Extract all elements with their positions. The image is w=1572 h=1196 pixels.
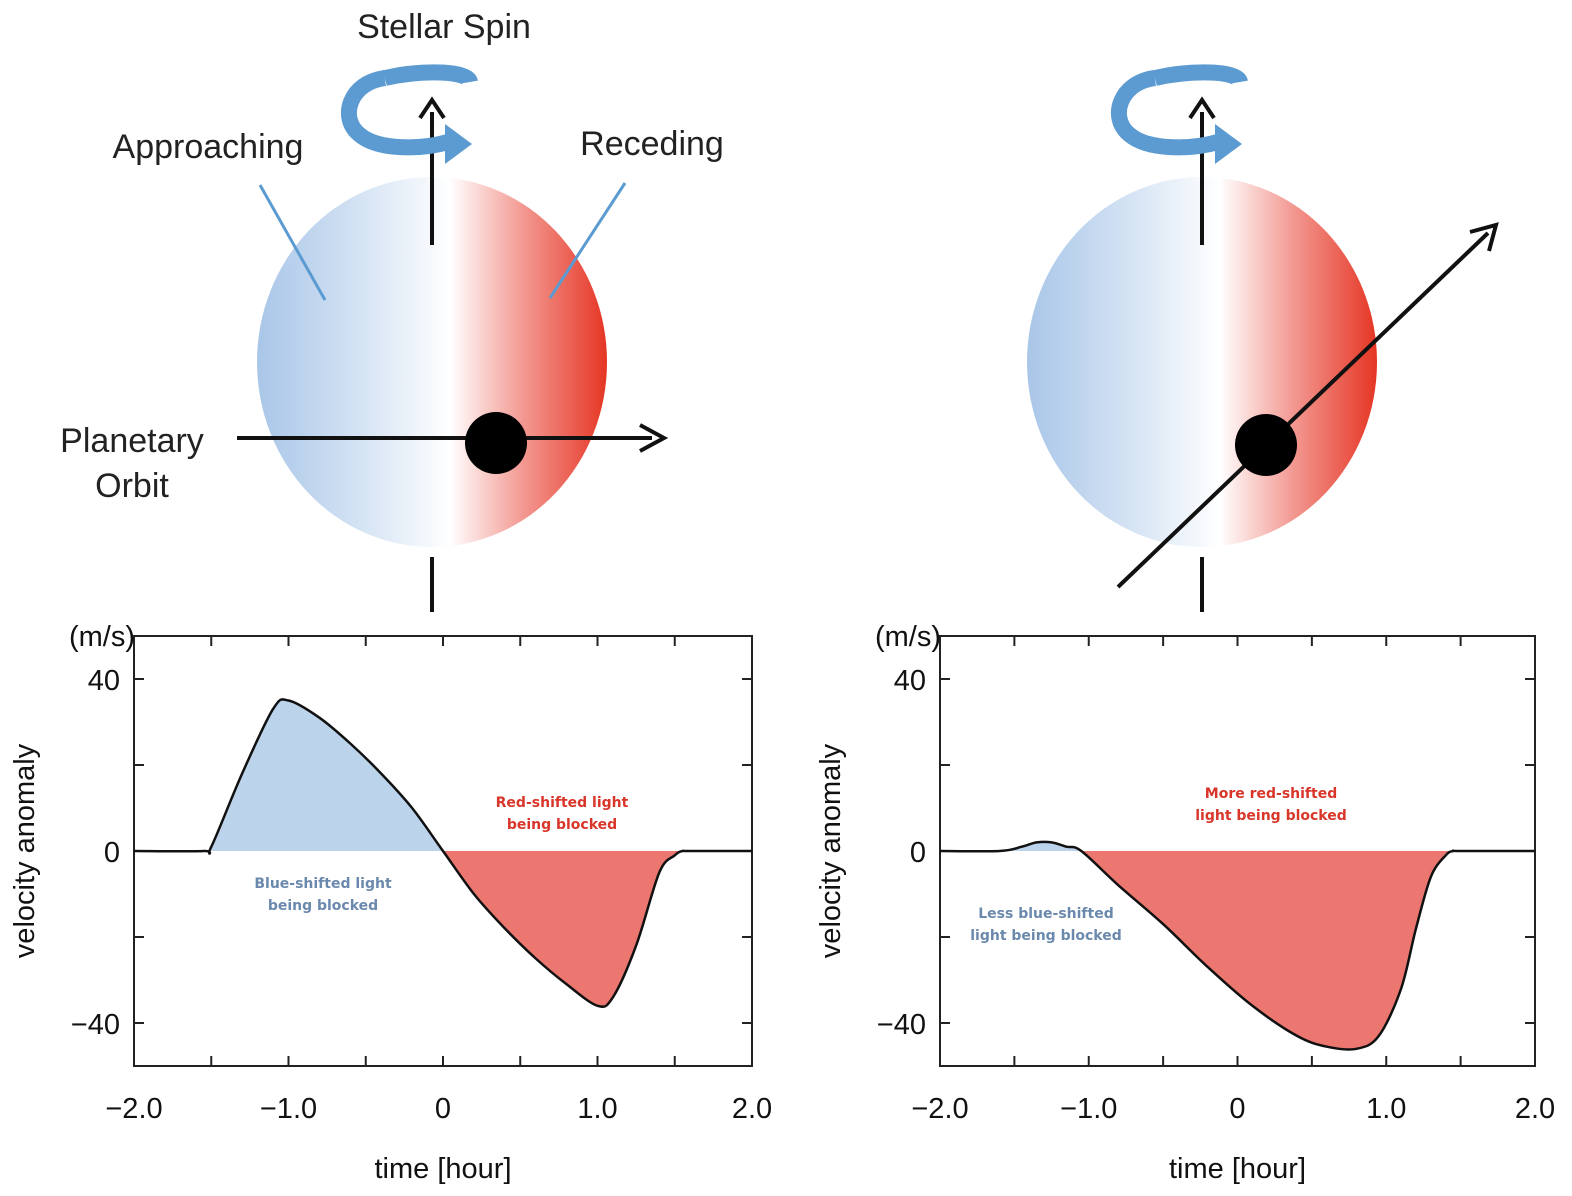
receding-half-left (450, 177, 607, 547)
blue-note-line1: Less blue-shifted (978, 906, 1113, 922)
receding-pointer (548, 182, 627, 299)
orbit-arrowhead-right (1469, 222, 1499, 252)
spin-axis-arrowhead-left (418, 96, 446, 120)
red-shift-area (940, 851, 1535, 1050)
unit-label: (m/s) (69, 621, 135, 653)
blue-shift-area (134, 699, 752, 851)
x-tick-label: 2.0 (1515, 1093, 1555, 1125)
unit-label: (m/s) (875, 621, 941, 653)
planet-right (1235, 414, 1297, 476)
y-tick-label: −40 (71, 1009, 120, 1041)
planet-left (465, 412, 527, 474)
receding-label: Receding (580, 125, 724, 163)
y-tick-label: 40 (88, 665, 120, 697)
approaching-pointer (258, 184, 327, 301)
chart-left: −2.0 −1.0 0 1.0 2.0 40 0 −40 (m/s) velocity anoma… (9, 621, 772, 1185)
x-tick-label: −2.0 (105, 1093, 162, 1125)
x-tick-label: −1.0 (260, 1093, 317, 1125)
orbit-label: Orbit (95, 467, 169, 505)
approaching-half-left (257, 177, 450, 547)
spin-axis-arrowhead-right (1188, 96, 1216, 120)
x-tick-label: −1.0 (1060, 1093, 1117, 1125)
x-tick-label: 2.0 (732, 1093, 772, 1125)
planetary-orbit-right (1116, 231, 1490, 589)
red-note-line1: More red-shifted (1205, 786, 1337, 802)
approaching-label: Approaching (113, 128, 304, 166)
blue-shift-area (940, 841, 1535, 851)
red-note-line2: being blocked (507, 817, 617, 833)
spin-arrow-icon-right (1110, 64, 1248, 164)
blue-note-line1: Blue-shifted light (254, 876, 392, 892)
x-tick-label: 1.0 (1366, 1093, 1406, 1125)
receding-half-right (1220, 177, 1377, 547)
spin-arrow-icon-left (340, 64, 478, 164)
red-note-line2: light being blocked (1195, 808, 1347, 824)
red-note-line1: Red-shifted light (496, 795, 629, 811)
x-tick-label: 1.0 (577, 1093, 617, 1125)
y-tick-label: 40 (894, 665, 926, 697)
red-shift-area (134, 851, 752, 1007)
velocity-curve (133, 698, 753, 1008)
approaching-half-right (1027, 177, 1220, 547)
x-tick-label: 0 (435, 1093, 451, 1125)
blue-note-line2: being blocked (268, 898, 378, 914)
stellar-spin-label: Stellar Spin (357, 8, 531, 46)
x-axis-label: time [hour] (375, 1153, 512, 1185)
chart-right: −2.0 −1.0 0 1.0 2.0 40 0 −40 (m/s) velocity anoma… (815, 621, 1555, 1185)
velocity-curve (939, 840, 1536, 1051)
planetary-label: Planetary (60, 422, 204, 460)
y-axis-label: velocity anomaly (9, 743, 41, 958)
x-tick-label: −2.0 (911, 1093, 968, 1125)
blue-note-line2: light being blocked (970, 928, 1122, 944)
y-tick-label: −40 (877, 1009, 926, 1041)
y-tick-label: 0 (104, 837, 120, 869)
y-tick-label: 0 (910, 837, 926, 869)
x-axis-label: time [hour] (1169, 1153, 1306, 1185)
orbit-arrowhead-left (639, 423, 669, 453)
x-tick-label: 0 (1229, 1093, 1245, 1125)
y-axis-label: velocity anomaly (815, 743, 847, 958)
